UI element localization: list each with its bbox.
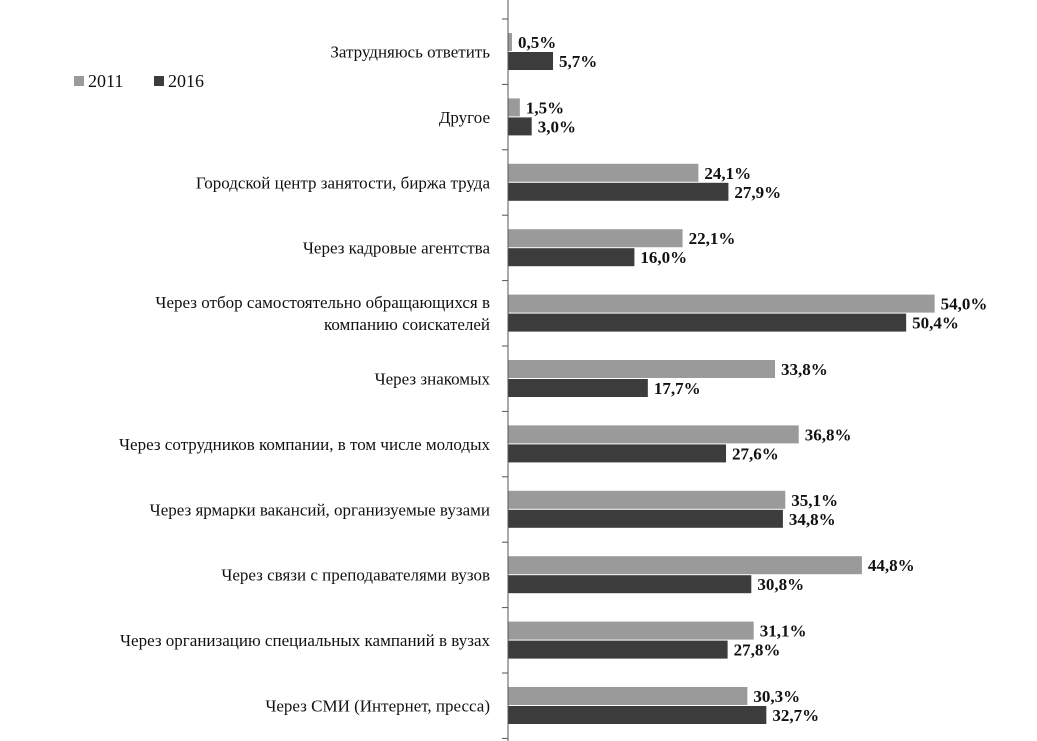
bar-2016: [508, 313, 907, 332]
bar-2011: [508, 556, 862, 575]
data-label: 30,8%: [757, 575, 804, 594]
data-label: 22,1%: [689, 229, 736, 248]
data-label: 17,7%: [654, 379, 701, 398]
data-label: 24,1%: [704, 164, 751, 183]
category-label: Через связи с преподавателями вузов: [221, 566, 490, 585]
data-label: 30,3%: [753, 687, 800, 706]
bar-2011: [508, 360, 776, 378]
bar-2016: [508, 706, 767, 724]
bar-2011: [508, 163, 699, 182]
bar-2011: [508, 98, 520, 117]
category-label: Через отбор самостоятельно обращающихся …: [155, 293, 490, 334]
bar-2011: [508, 229, 683, 248]
bar-2011: [508, 621, 754, 640]
data-label: 0,5%: [518, 33, 556, 52]
bar-2011: [508, 425, 799, 444]
data-label: 44,8%: [868, 556, 915, 575]
bar-2016: [508, 182, 729, 201]
data-label: 32,7%: [772, 706, 819, 725]
bar-2016: [508, 640, 728, 659]
legend-label: 2011: [88, 71, 123, 91]
legend-swatch: [74, 76, 84, 86]
bar-2016: [508, 509, 783, 528]
data-label: 36,8%: [805, 425, 852, 444]
data-label: 27,9%: [734, 183, 781, 202]
category-labels: Затрудняюсь ответить Другое Городской цент…: [119, 43, 490, 716]
bar-2011: [508, 490, 786, 509]
data-label: 54,0%: [941, 295, 988, 314]
category-label: Через СМИ (Интернет, пресса): [265, 697, 490, 716]
data-label: 3,0%: [538, 117, 576, 136]
bars: [508, 33, 935, 724]
category-label: Через кадровые агентства: [303, 239, 491, 258]
bar-2011: [508, 687, 748, 705]
data-label: 31,1%: [760, 622, 807, 641]
value-labels: 0,5%5,7% 1,5%3,0% 24,1%27,9% 22,1%16,0% 54,0…: [518, 33, 987, 725]
bar-2016: [508, 575, 752, 594]
category-label: Через ярмарки вакансий, организуемые вуз…: [150, 500, 490, 519]
category-axis: [502, 0, 509, 741]
legend-label: 2016: [168, 71, 204, 91]
category-label: Через организацию специальных кампаний в…: [120, 631, 490, 650]
category-label: Затрудняюсь ответить: [330, 43, 490, 62]
category-label: Через знакомых: [375, 370, 491, 389]
bar-2016: [508, 379, 648, 397]
bar-2011: [508, 294, 935, 313]
data-label: 1,5%: [526, 98, 564, 117]
category-label: Городской центр занятости, биржа труда: [196, 173, 491, 192]
data-label: 16,0%: [640, 248, 687, 267]
category-label: Через сотрудников компании, в том числе …: [119, 435, 490, 454]
data-label: 5,7%: [559, 52, 597, 71]
data-label: 35,1%: [791, 491, 838, 510]
bar-2016: [508, 444, 727, 463]
data-label: 27,8%: [734, 641, 781, 660]
bar-2016: [508, 248, 635, 267]
data-label: 27,6%: [732, 444, 779, 463]
data-label: 34,8%: [789, 510, 836, 529]
bar-2016: [508, 117, 532, 136]
bar-2016: [508, 52, 554, 70]
bar-2011: [508, 33, 512, 51]
legend: 2011 2016: [74, 71, 204, 91]
legend-swatch: [154, 76, 164, 86]
data-label: 50,4%: [912, 314, 959, 333]
data-label: 33,8%: [781, 360, 828, 379]
category-label: Другое: [439, 108, 490, 127]
